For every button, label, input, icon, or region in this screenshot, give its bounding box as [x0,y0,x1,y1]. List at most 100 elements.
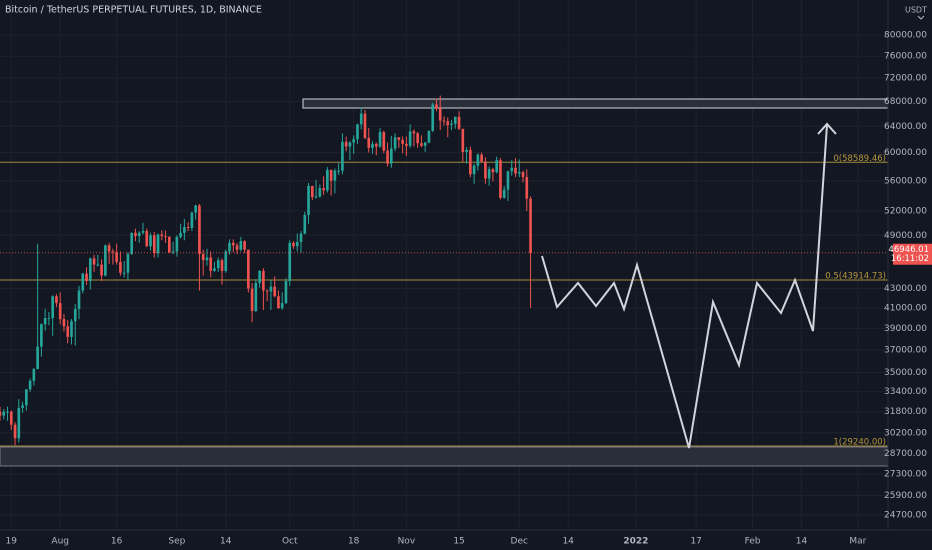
x-tick-label: 14 [562,537,574,547]
candle-body [288,242,292,282]
candle-body [186,227,190,229]
x-tick-label: 16 [111,537,123,547]
fib-level-label: 1(29240.00) [833,437,886,447]
candle-body [495,160,498,173]
candle-body [386,150,389,164]
candle-body [119,261,122,273]
candle-body [62,319,66,327]
x-tick-label: 17 [690,537,701,547]
y-tick-label: 39000.00 [884,324,927,334]
y-tick-label: 37000.00 [884,345,927,355]
candle-body [92,258,96,265]
x-tick-label: 15 [453,537,464,547]
candle-body [273,286,276,297]
candle-body [107,245,111,252]
x-tick-label: 14 [796,537,808,547]
candle-body [318,188,322,197]
candle-body [141,231,145,233]
fib-level-label: 0.5(43914.73) [825,271,886,281]
y-tick-label: 41000.00 [884,304,927,314]
candle-body [130,232,134,255]
candle-body [32,369,36,381]
candle-body [239,241,243,250]
y-tick-label: 28700.00 [884,449,927,459]
candle-body [329,169,333,181]
candle-body [183,227,186,233]
y-tick-label: 80000.00 [884,31,927,41]
currency-dropdown-icon[interactable] [917,15,925,20]
candle-body [0,411,2,416]
candle-body [446,121,450,125]
currency-label[interactable]: USDT [905,6,927,15]
candle-body [2,411,6,416]
candle-body [85,273,88,282]
candle-body [254,282,258,312]
candle-body [337,170,340,172]
candle-body [247,249,250,289]
candle-body [469,149,472,175]
candle-body [431,104,435,131]
x-tick-label: Aug [51,537,69,547]
candle-body [499,160,502,198]
x-tick-label: 2022 [623,537,648,547]
candle-body [9,411,13,425]
candle-body [265,290,269,292]
candle-body [43,318,47,325]
candle-body [435,104,438,109]
candle-body [235,245,239,250]
support-zone [0,446,889,467]
candle-body [164,236,167,238]
candle-body [374,143,378,147]
candle-body [36,346,39,370]
candle-body [21,405,24,408]
candle-body [487,169,491,179]
candle-body [228,242,231,252]
candle-body [156,234,160,254]
candle-body [209,257,213,271]
y-tick-label: 60000.00 [884,148,927,158]
candle-body [262,270,265,291]
candle-body [284,281,288,304]
candle-body [401,139,404,144]
candle-body [198,205,201,255]
candle-body [149,235,152,247]
candle-body [77,290,81,310]
y-tick-label: 25900.00 [884,491,927,501]
candle-body [363,113,367,138]
y-tick-label: 30200.00 [884,428,927,438]
x-tick-label: Oct [282,537,298,547]
x-tick-label: Feb [745,537,761,547]
resistance-zone [302,98,889,109]
y-tick-label: 43000.00 [884,284,927,294]
candle-body [397,137,401,140]
candle-body [104,245,107,276]
candle-body [457,116,461,129]
candle-body [231,242,235,246]
candle-body [371,143,374,148]
candle-body [13,424,17,439]
y-tick-label: 27300.00 [884,470,927,480]
candle-body [190,212,194,228]
x-tick-label: Mar [849,537,866,547]
candle-body [438,108,442,121]
y-tick-label: 68000.00 [884,97,927,107]
y-tick-label: 24700.00 [884,510,927,520]
candle-body [491,169,495,173]
candle-body [416,133,419,144]
candle-body [502,189,506,198]
candle-body [160,234,164,237]
candle-body [476,154,480,166]
candle-body [194,205,197,213]
candle-body [367,137,371,148]
candle-body [322,188,325,191]
y-tick-label: 76000.00 [884,52,927,62]
candle-body [359,113,363,125]
candle-body [55,296,58,304]
candle-body [175,236,179,252]
candle-body [341,141,344,171]
candle-body [220,260,224,271]
last-price-box [893,243,932,265]
candle-body [529,198,532,253]
candle-body [333,170,337,181]
candle-body [292,242,295,247]
